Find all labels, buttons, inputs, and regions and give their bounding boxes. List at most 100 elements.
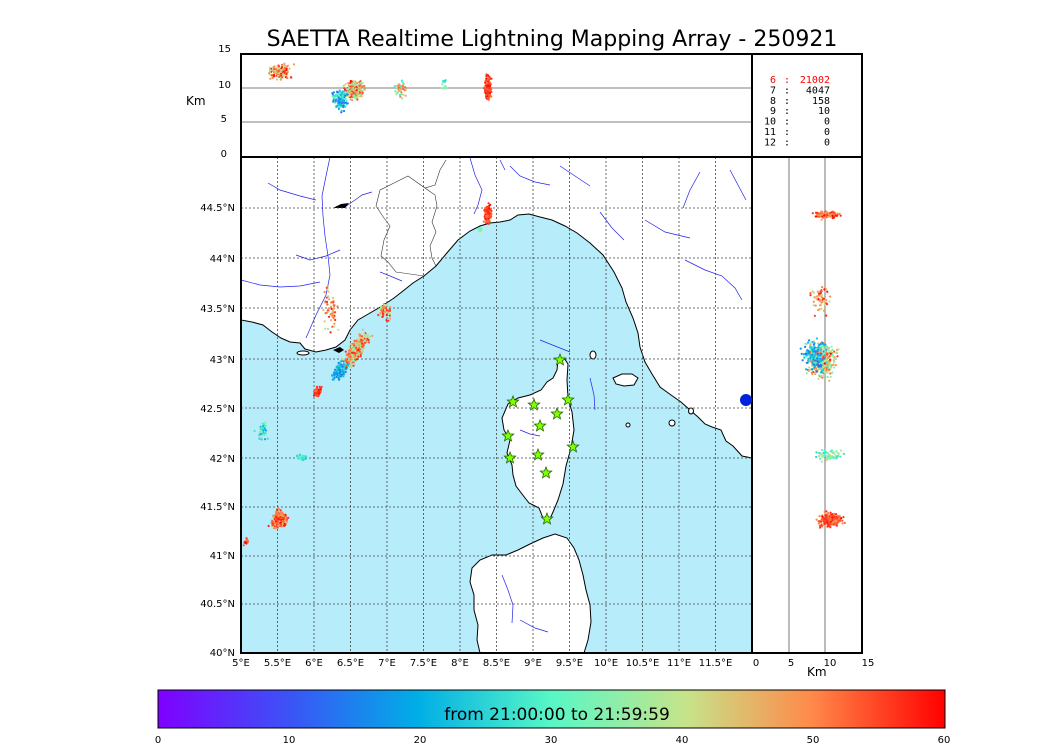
altitude-tick-label: 15 [218, 44, 231, 55]
altitude-point [395, 93, 398, 96]
lightning-point [353, 344, 356, 347]
side-point [822, 297, 826, 300]
altitude-point [337, 107, 340, 110]
lightning-point [302, 457, 305, 460]
lightning-point [348, 345, 351, 348]
lightning-point [331, 375, 334, 378]
lightning-point [304, 457, 307, 460]
side-point [831, 513, 834, 516]
lightning-point [272, 515, 275, 518]
side-point [830, 366, 833, 369]
lightning-point [347, 355, 350, 358]
lightning-point [488, 215, 491, 218]
altitude-point [280, 74, 283, 77]
side-point [803, 356, 806, 359]
side-point [825, 361, 828, 364]
side-point [829, 455, 832, 458]
side-point [828, 379, 831, 382]
side-point [817, 346, 820, 349]
side-point [811, 212, 814, 215]
altitude-point [361, 91, 364, 94]
lat-tick-label: 44.5°N [200, 203, 235, 214]
lightning-point [389, 317, 392, 320]
altitude-point [402, 93, 405, 96]
altitude-point [284, 71, 287, 75]
altitude-point [335, 104, 338, 107]
station-count-value: 0 [824, 127, 830, 138]
altitude-point [440, 87, 443, 90]
lightning-point [485, 215, 488, 218]
lightning-point [385, 310, 388, 314]
altitude-point [339, 103, 342, 106]
side-point [809, 292, 812, 295]
side-point [818, 455, 821, 458]
altitude-point [283, 62, 286, 65]
side-point [829, 511, 832, 514]
lightning-point [330, 314, 333, 317]
lightning-point [280, 511, 284, 514]
altitude-point [349, 79, 352, 83]
side-point [824, 521, 828, 524]
lightning-point [384, 310, 387, 313]
lightning-point [335, 365, 338, 369]
lightning-point [315, 387, 318, 390]
side-point [824, 216, 827, 219]
lightning-point [487, 202, 490, 205]
lightning-point [478, 230, 481, 233]
side-point [804, 353, 807, 356]
altitude-point [334, 99, 337, 102]
side-point [827, 525, 830, 528]
altitude-point [344, 88, 347, 91]
station-count-n: 6 [770, 75, 776, 86]
colorbar-tick-label: 30 [545, 735, 558, 746]
side-point [836, 451, 840, 454]
side-point [822, 309, 826, 312]
side-point [822, 356, 826, 360]
altitude-point [335, 93, 339, 96]
altitude-tick-label: 10 [218, 80, 231, 91]
side-point [821, 367, 824, 370]
side-point [828, 355, 831, 358]
altitude-point [268, 72, 271, 75]
side-point [834, 364, 837, 367]
side-point [819, 365, 823, 368]
lightning-point [346, 364, 349, 368]
side-point [822, 520, 826, 524]
side-point [819, 361, 823, 364]
side-point [835, 214, 839, 217]
montecristo-island [688, 407, 694, 415]
side-point [824, 516, 828, 519]
side-point [824, 368, 827, 371]
altitude-tick-label: 5 [221, 114, 227, 125]
side-point [813, 345, 816, 348]
lightning-point [258, 436, 261, 439]
lightning-point [353, 362, 356, 365]
lightning-point [327, 298, 331, 301]
side-point [821, 362, 824, 365]
side-point [809, 346, 812, 349]
lightning-point [332, 373, 335, 376]
lightning-point [343, 365, 346, 369]
side-point [826, 363, 829, 366]
lightning-point [382, 306, 385, 309]
altitude-point [485, 86, 488, 89]
lightning-point [366, 337, 369, 340]
country-borders [375, 159, 447, 277]
lightning-point [298, 453, 301, 456]
lightning-point [266, 437, 269, 440]
side-point [827, 213, 830, 216]
side-point [832, 356, 835, 359]
lightning-point [333, 368, 337, 371]
station-marker [566, 439, 580, 453]
side-point [834, 357, 837, 361]
station-count-n: 10 [764, 117, 776, 128]
altitude-point [360, 95, 363, 98]
lightning-point [360, 338, 363, 342]
altitude-point [341, 95, 344, 99]
altitude-point [362, 85, 366, 88]
altitude-point [358, 84, 361, 87]
lightning-point [355, 353, 358, 356]
altitude-point [273, 68, 276, 71]
side-point [829, 450, 832, 453]
lightning-point [367, 341, 371, 344]
